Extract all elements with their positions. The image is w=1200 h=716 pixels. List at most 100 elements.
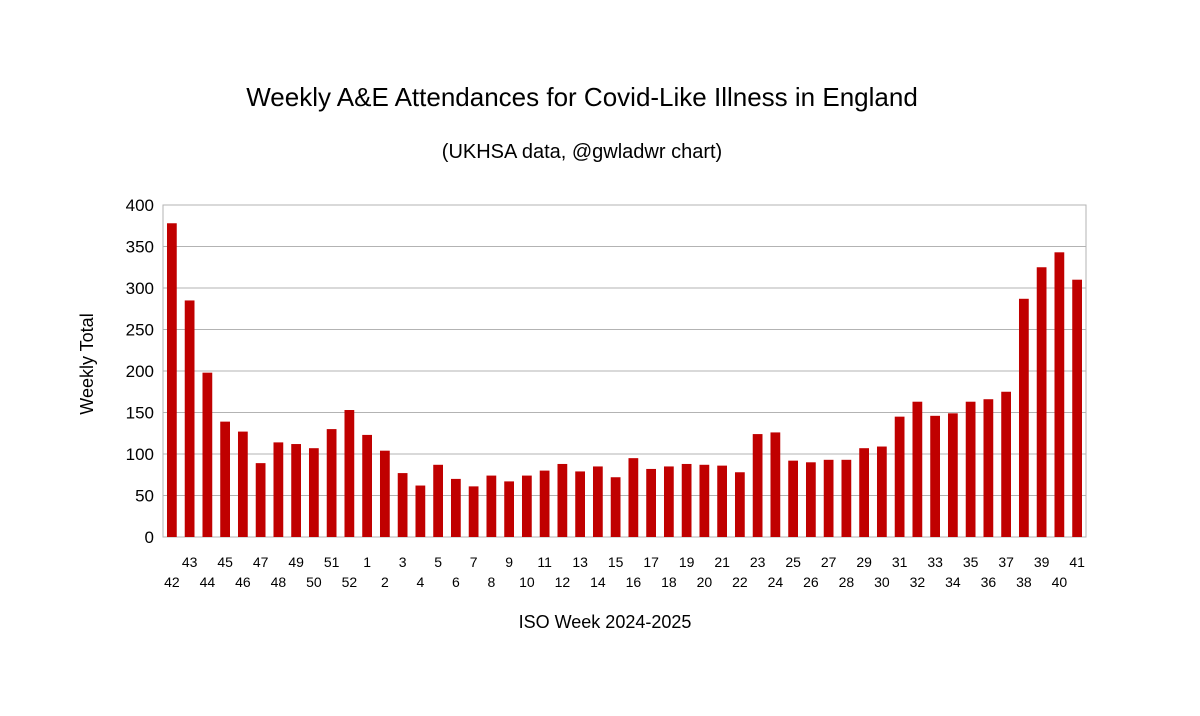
- x-tick-label: 16: [626, 574, 642, 590]
- x-tick-label: 36: [981, 574, 997, 590]
- bar: [1018, 298, 1029, 537]
- bar: [166, 223, 177, 537]
- bar: [1001, 391, 1011, 537]
- x-tick-label: 9: [505, 554, 513, 570]
- x-tick-label: 42: [164, 574, 180, 590]
- x-tick-label: 29: [856, 554, 872, 570]
- x-axis-label: ISO Week 2024-2025: [519, 612, 692, 632]
- x-tick-label: 45: [217, 554, 233, 570]
- x-tick-label: 40: [1052, 574, 1068, 590]
- bar: [930, 415, 940, 537]
- bars: [166, 223, 1082, 537]
- bar: [308, 448, 319, 537]
- x-tick-label: 7: [470, 554, 478, 570]
- bar: [912, 401, 923, 537]
- bar: [717, 465, 727, 537]
- bar: [734, 472, 745, 537]
- x-tick-label: 6: [452, 574, 460, 590]
- bar: [699, 464, 710, 537]
- x-tick-label: 39: [1034, 554, 1050, 570]
- y-tick-label: 350: [126, 238, 154, 257]
- x-tick-label: 13: [572, 554, 588, 570]
- y-tick-label: 0: [145, 528, 154, 547]
- x-tick-label: 46: [235, 574, 251, 590]
- y-tick-label: 200: [126, 362, 154, 381]
- x-tick-label: 50: [306, 574, 322, 590]
- bar: [539, 470, 550, 537]
- x-tick-label: 28: [839, 574, 855, 590]
- x-tick-label: 26: [803, 574, 819, 590]
- x-tick-label: 8: [487, 574, 495, 590]
- bar: [965, 401, 976, 537]
- x-tick-label: 43: [182, 554, 198, 570]
- bar: [255, 463, 266, 537]
- bar: [894, 416, 905, 537]
- chart-title: Weekly A&E Attendances for Covid-Like Il…: [246, 82, 918, 112]
- y-axis-label: Weekly Total: [77, 313, 97, 414]
- x-axis-ticks: 4243444546474849505152123456789101112131…: [164, 554, 1085, 590]
- x-tick-label: 20: [697, 574, 713, 590]
- bar: [184, 300, 195, 537]
- x-tick-label: 1: [363, 554, 371, 570]
- bar: [415, 485, 426, 537]
- x-tick-label: 48: [271, 574, 287, 590]
- bar: [681, 463, 692, 537]
- x-tick-label: 33: [927, 554, 943, 570]
- y-axis-ticks: 0 50 100 150 200 250 300 350 400: [126, 196, 154, 547]
- x-tick-label: 14: [590, 574, 606, 590]
- x-tick-label: 24: [768, 574, 784, 590]
- bar: [202, 372, 213, 537]
- bar: [521, 475, 532, 537]
- x-tick-label: 25: [785, 554, 801, 570]
- bar: [433, 464, 443, 537]
- bar: [663, 466, 674, 537]
- x-tick-label: 47: [253, 554, 269, 570]
- bar: [788, 460, 798, 537]
- bar: [823, 459, 834, 537]
- x-tick-label: 10: [519, 574, 535, 590]
- bar: [344, 410, 355, 537]
- x-tick-label: 17: [643, 554, 659, 570]
- bar: [1072, 279, 1082, 537]
- bar: [628, 458, 639, 537]
- x-tick-label: 34: [945, 574, 961, 590]
- x-tick-label: 38: [1016, 574, 1032, 590]
- bar: [610, 477, 621, 537]
- x-tick-label: 41: [1069, 554, 1085, 570]
- x-tick-label: 12: [555, 574, 571, 590]
- x-tick-label: 32: [910, 574, 926, 590]
- bar: [575, 471, 585, 537]
- bar: [841, 459, 852, 537]
- bar: [504, 481, 514, 537]
- bar: [947, 413, 958, 537]
- y-tick-label: 400: [126, 196, 154, 215]
- bar: [397, 473, 408, 537]
- x-tick-label: 15: [608, 554, 624, 570]
- x-tick-label: 31: [892, 554, 908, 570]
- bar: [592, 466, 603, 537]
- bar: [646, 468, 656, 537]
- grid-lines: [163, 246, 1086, 496]
- x-tick-label: 37: [998, 554, 1014, 570]
- x-tick-label: 52: [342, 574, 358, 590]
- x-tick-label: 30: [874, 574, 890, 590]
- bar: [1036, 267, 1047, 537]
- x-tick-label: 23: [750, 554, 766, 570]
- y-tick-label: 150: [126, 404, 154, 423]
- y-tick-label: 250: [126, 321, 154, 340]
- bar: [859, 448, 869, 537]
- x-tick-label: 2: [381, 574, 389, 590]
- bar: [326, 429, 337, 537]
- x-tick-label: 27: [821, 554, 837, 570]
- bar: [237, 431, 248, 537]
- plot-area-frame: [162, 204, 1087, 538]
- y-tick-label: 100: [126, 445, 154, 464]
- x-tick-label: 49: [288, 554, 304, 570]
- bar: [220, 421, 230, 537]
- x-tick-label: 21: [714, 554, 730, 570]
- bar: [362, 434, 372, 537]
- bar: [876, 446, 887, 537]
- bar: [1054, 252, 1065, 537]
- y-tick-label: 300: [126, 279, 154, 298]
